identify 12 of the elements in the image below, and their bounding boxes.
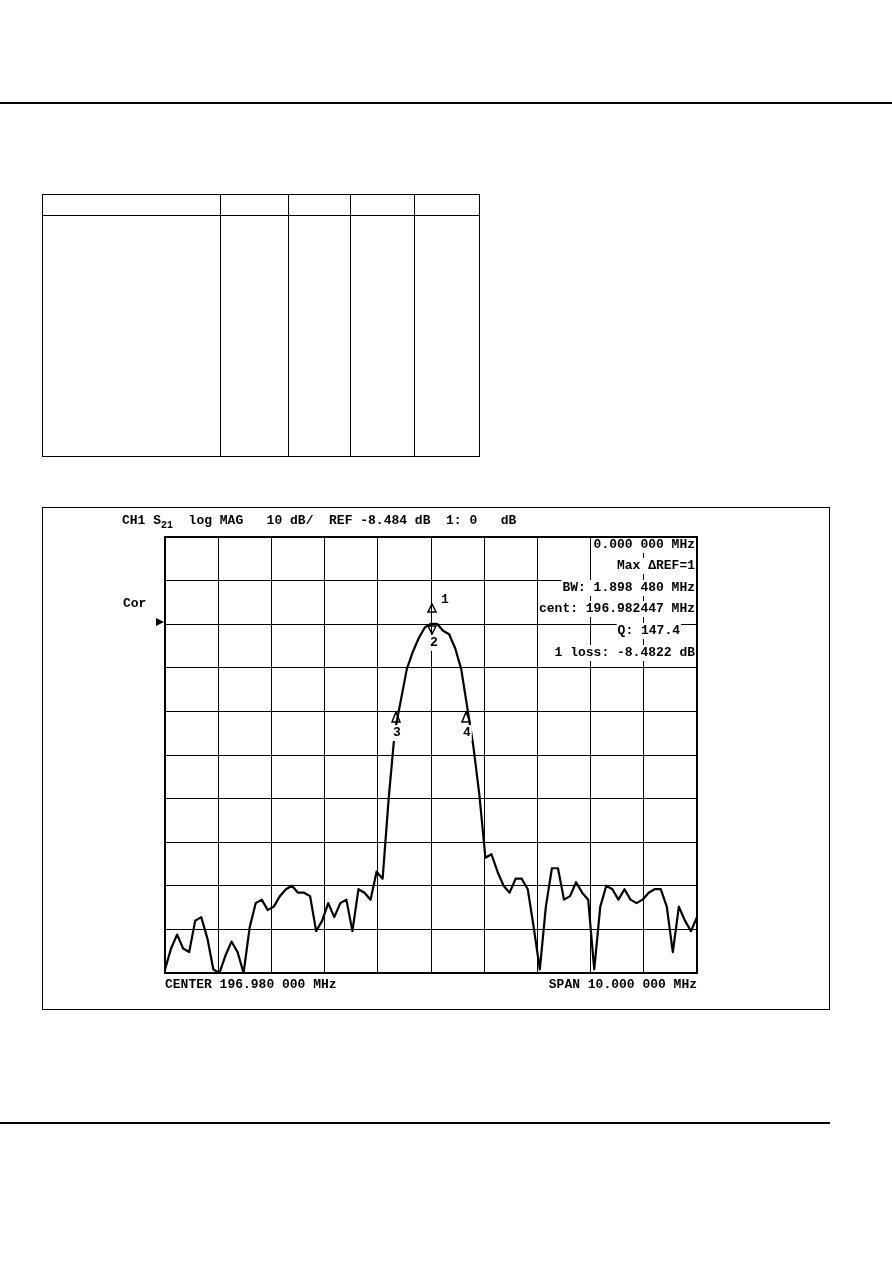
- text: CENTER 196.980 000 MHz: [165, 977, 337, 993]
- text: Cor: [123, 596, 147, 612]
- text: Max ΔREF=1: [616, 558, 696, 574]
- text: BW: 1.898 480 MHz: [562, 580, 695, 596]
- text: 1: [441, 592, 449, 608]
- annotation: 4: [463, 725, 471, 741]
- text: cent: 196.982447 MHz: [538, 601, 696, 617]
- annotation: 2: [430, 635, 438, 651]
- text: SPAN 10.000 000 MHz: [548, 977, 698, 993]
- annotation: Q: 147.4: [617, 623, 681, 639]
- annotation: 1 loss: -8.4822 dB: [554, 645, 696, 661]
- text: 0.000 000 MHz: [593, 537, 696, 553]
